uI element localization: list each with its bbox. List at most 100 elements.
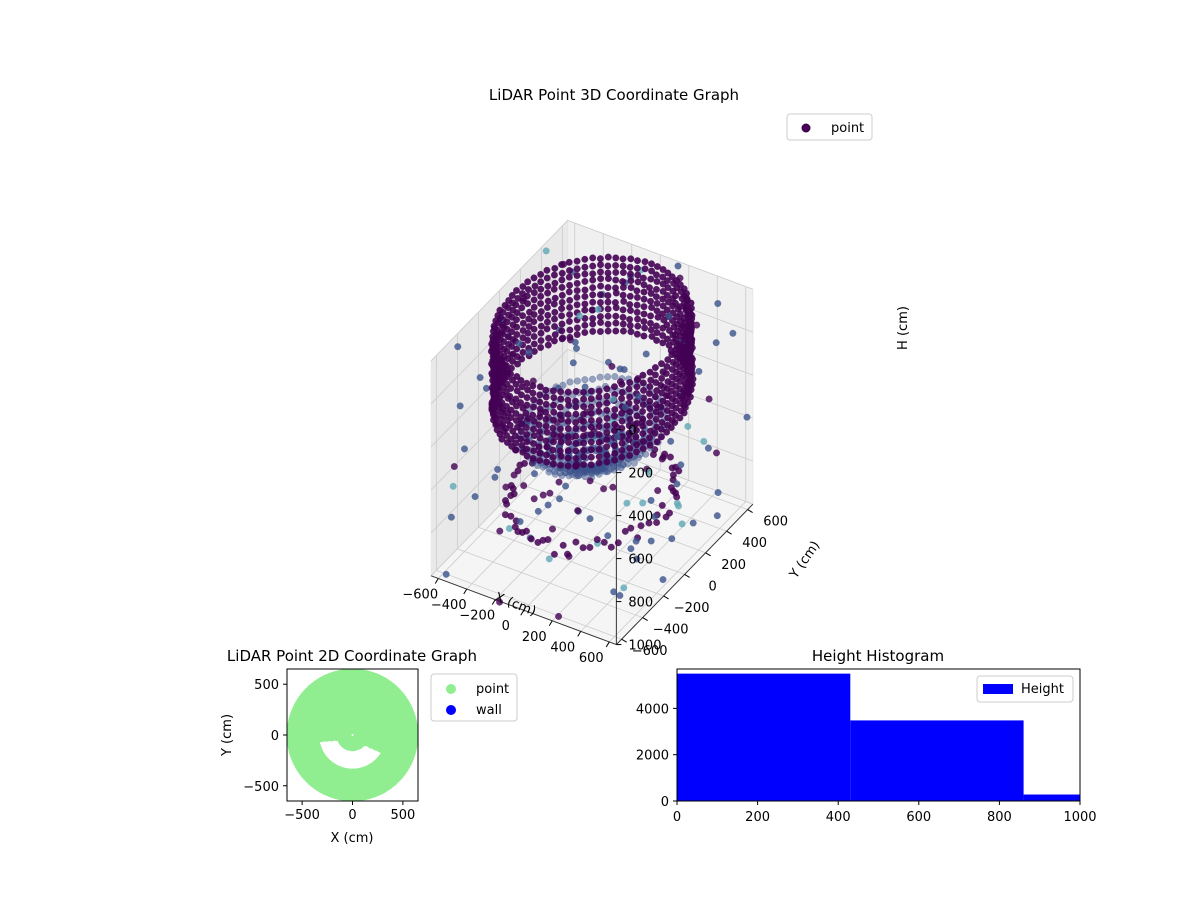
point-3d-1253: [646, 397, 654, 405]
point-3d-1389: [536, 383, 544, 391]
legend-swatch-height: [983, 684, 1013, 694]
point-3d-1206: [539, 463, 547, 471]
tick-3d-y-6: [747, 509, 753, 514]
point-3d-1461: [595, 438, 603, 446]
point-3d-380: [513, 287, 521, 295]
point-3d-1502: [564, 454, 572, 462]
point-3d-1333: [517, 376, 525, 384]
point-3d-27: [612, 319, 620, 327]
point-3d-414: [695, 367, 703, 375]
point-3d-436: [509, 321, 517, 329]
point-3d-1242: [549, 525, 557, 533]
point-3d-73: [604, 292, 612, 300]
point-3d-1474: [587, 409, 595, 417]
tick-label-2d-y-1: 0: [271, 729, 279, 744]
tick-label-2d-y-2: −500: [243, 780, 279, 795]
point-3d-1248: [645, 419, 653, 427]
point-3d-143: [648, 260, 656, 268]
point-3d-937: [461, 445, 469, 453]
point-3d-26: [597, 261, 605, 269]
point-3d-1505: [496, 598, 504, 606]
point-3d-268: [530, 274, 538, 282]
point-3d-199: [659, 339, 667, 347]
point-3d-121: [641, 324, 649, 332]
point-3d-345: [519, 334, 527, 342]
point-3d-215: [544, 297, 552, 305]
point-3d-337: [518, 304, 526, 312]
point-3d-1152: [637, 522, 645, 530]
histogram-bar-1: [850, 720, 1024, 802]
point-3d-1307: [659, 576, 667, 584]
point-3d-219: [545, 334, 553, 342]
point-3d-1413: [543, 428, 551, 436]
point-3d-1489: [572, 439, 580, 447]
point-3d-22: [642, 350, 650, 358]
point-3d-1457: [595, 445, 603, 453]
point-3d-1299: [645, 468, 653, 476]
point-3d-1374: [530, 396, 538, 404]
point-3d-1192: [659, 397, 667, 405]
point-3d-1484: [564, 388, 572, 396]
point-3d-348: [519, 327, 527, 335]
point-3d-320: [559, 381, 567, 389]
legend-marker-point-2d: [446, 684, 456, 694]
point-3d-1135: [663, 363, 671, 371]
point-3d-126: [640, 288, 648, 296]
tick-label-3d-x-1: −400: [431, 598, 467, 613]
point-3d-34: [612, 268, 620, 276]
point-3d-393: [514, 294, 522, 302]
point-3d-20: [597, 319, 605, 327]
point-3d-172: [653, 307, 661, 315]
point-3d-487: [671, 331, 679, 339]
tick-label-hist-x-2: 400: [826, 810, 851, 825]
point-3d-1485: [580, 439, 588, 447]
point-3d-94: [634, 322, 642, 330]
chart-3d-ylabel: Y (cm): [786, 538, 823, 582]
point-3d-1246: [551, 470, 559, 478]
point-3d-1137: [663, 385, 671, 393]
chart-2d-ticks: −500 0 500 500 0 −500: [243, 678, 415, 823]
point-3d-1316: [632, 448, 640, 456]
point-3d-1492: [580, 417, 588, 425]
point-3d-1272: [507, 370, 515, 378]
chart-histogram: Height Histogram 0 200 400 600 800 1000 0 2000 4…: [636, 647, 1097, 825]
point-3d-1490: [564, 447, 572, 455]
tick-label-2d-x-1: 0: [348, 808, 356, 823]
point-3d-186: [551, 308, 559, 316]
point-3d-1454: [587, 438, 595, 446]
point-3d-1507: [556, 403, 564, 411]
point-3d-1303: [512, 410, 520, 418]
point-3d-153: [558, 276, 566, 284]
point-3d-1216: [651, 393, 659, 401]
point-3d-1411: [535, 443, 543, 451]
point-3d-1207: [678, 520, 686, 528]
point-3d-235: [537, 344, 545, 352]
point-3d-1378: [530, 425, 538, 433]
point-3d-151: [647, 312, 655, 320]
point-3d-547: [665, 312, 673, 320]
point-3d-792: [672, 489, 680, 497]
point-3d-1200: [498, 435, 506, 443]
point-3d-728: [456, 402, 464, 410]
point-3d-97: [581, 286, 589, 294]
point-3d-1126: [645, 519, 653, 527]
point-3d-122: [565, 273, 573, 281]
point-3d-1397: [536, 449, 544, 457]
point-3d-1426: [542, 422, 550, 430]
point-3d-1119: [493, 353, 501, 361]
point-3d-1477: [557, 388, 565, 396]
point-3d-88: [626, 322, 634, 330]
point-3d-466: [683, 295, 691, 303]
point-3d-1386: [529, 382, 537, 390]
point-3d-138: [639, 274, 647, 282]
tick-label-3d-x-5: 400: [550, 640, 575, 655]
grid-left-h-4: [430, 392, 568, 534]
point-3d-869: [471, 493, 479, 501]
point-3d-1342: [625, 385, 633, 393]
point-3d-1379: [618, 439, 626, 447]
legend-marker-wall: [446, 705, 456, 715]
point-3d-1495: [580, 410, 588, 418]
point-3d-1487: [564, 417, 572, 425]
point-3d-62: [612, 284, 620, 292]
point-3d-1244: [527, 535, 535, 543]
